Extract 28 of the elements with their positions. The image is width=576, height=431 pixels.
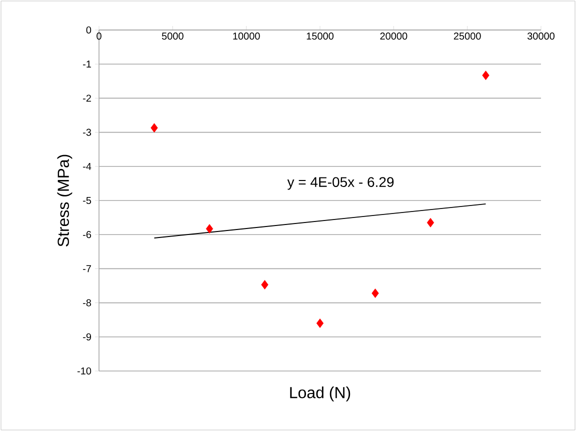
y-tick-label: -4 xyxy=(83,162,92,170)
y-axis-title: Stress (MPa) xyxy=(57,154,72,246)
y-tick-label: -8 xyxy=(83,299,92,306)
x-tick-label: 15000 xyxy=(306,32,334,40)
y-tick-label: -2 xyxy=(83,94,91,102)
y-tick-label: -7 xyxy=(83,265,91,272)
y-tick-label: -10 xyxy=(77,367,92,375)
point xyxy=(482,70,490,80)
y-tick-label: -6 xyxy=(83,231,92,238)
annotation: y = 4E-05x - 6.29 xyxy=(287,177,394,190)
y-tick-label: -5 xyxy=(83,196,92,204)
x-tick-label: 0 xyxy=(96,32,102,40)
point xyxy=(426,218,434,228)
x-tick-label: 25000 xyxy=(454,32,481,40)
x-tick-label: 10000 xyxy=(233,32,260,40)
x-tick-label: 5000 xyxy=(162,32,184,40)
point xyxy=(316,318,324,328)
point xyxy=(206,224,214,234)
y-tick-label: -1 xyxy=(83,60,91,68)
x-tick-label: 30000 xyxy=(527,32,555,40)
point xyxy=(372,288,379,298)
point xyxy=(150,123,158,133)
y-tick-label: 0 xyxy=(86,26,92,34)
x-axis-title: Load (N) xyxy=(290,386,350,402)
x-tick-label: 20000 xyxy=(380,32,408,40)
y-tick-label: -9 xyxy=(83,333,92,340)
y-tick-label: -3 xyxy=(83,128,92,136)
point xyxy=(261,280,268,290)
